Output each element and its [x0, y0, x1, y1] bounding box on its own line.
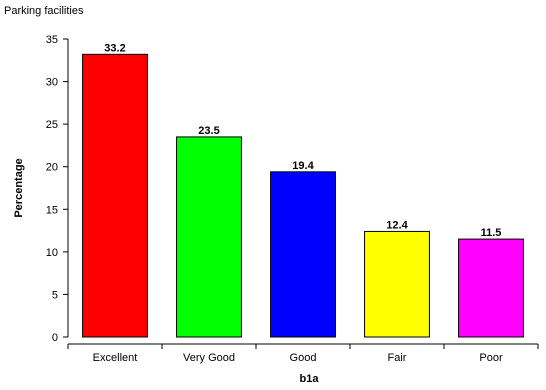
y-tick-label: 35 — [46, 34, 58, 46]
bar-value-label: 12.4 — [386, 219, 408, 231]
x-tick-label: Poor — [479, 352, 503, 364]
y-tick-label: 20 — [46, 162, 58, 174]
x-tick-label: Good — [290, 352, 317, 364]
y-tick-label: 5 — [52, 289, 58, 301]
chart-title: Parking facilities — [4, 5, 84, 17]
bar-value-label: 19.4 — [292, 160, 314, 172]
y-axis-label: Percentage — [13, 158, 25, 217]
y-tick-label: 30 — [46, 77, 58, 89]
bar-value-label: 33.2 — [104, 42, 125, 54]
bar — [270, 171, 336, 338]
bar — [364, 230, 430, 338]
bar — [82, 53, 148, 338]
y-tick-label: 15 — [46, 204, 58, 216]
y-axis: 0 5 10 15 20 25 30 35 — [46, 34, 69, 344]
y-tick-label: 0 — [52, 332, 58, 344]
bar-value-label: 23.5 — [198, 125, 219, 137]
bars: 33.2 23.5 19.4 12.4 11.5 — [82, 42, 524, 338]
y-tick-label: 25 — [46, 119, 58, 131]
bar-value-label: 11.5 — [481, 227, 502, 239]
bar — [176, 136, 242, 338]
x-axis: Excellent Very Good Good Fair Poor — [67, 343, 539, 364]
x-tick-label: Fair — [388, 352, 407, 364]
x-tick-label: Excellent — [93, 352, 138, 364]
bar — [458, 238, 524, 338]
x-tick-label: Very Good — [183, 352, 235, 364]
y-tick-label: 10 — [46, 247, 58, 259]
x-axis-label: b1a — [300, 373, 320, 385]
